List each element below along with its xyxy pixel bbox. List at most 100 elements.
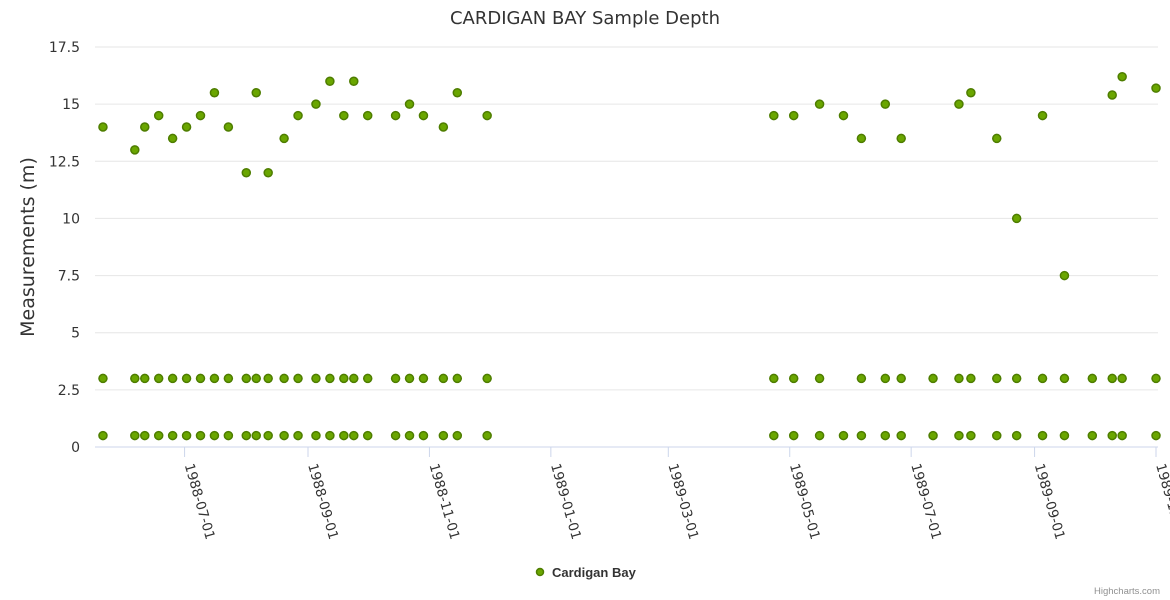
data-point[interactable] [293,430,303,441]
data-point[interactable] [896,133,906,144]
data-point[interactable] [856,430,867,441]
data-point[interactable] [279,373,289,384]
data-point[interactable] [130,430,140,441]
data-point[interactable] [390,430,401,441]
data-point[interactable] [1087,430,1098,441]
data-point[interactable] [1087,373,1098,384]
data-point[interactable] [928,373,938,384]
data-point[interactable] [992,133,1002,144]
data-point[interactable] [992,373,1002,384]
data-point[interactable] [966,430,976,441]
data-point[interactable] [418,110,429,121]
data-point[interactable] [349,76,359,87]
data-point[interactable] [438,122,449,132]
data-point[interactable] [1059,430,1070,441]
data-point[interactable] [311,99,321,109]
data-point[interactable] [1059,373,1070,384]
data-point[interactable] [209,373,220,384]
data-point[interactable] [769,430,779,441]
data-point[interactable] [362,373,373,384]
data-point[interactable] [1059,270,1070,281]
data-point[interactable] [181,122,192,132]
data-point[interactable] [896,430,906,441]
data-point[interactable] [1117,430,1127,441]
data-point[interactable] [438,373,449,384]
data-point[interactable] [339,430,349,441]
data-point[interactable] [838,430,849,441]
data-point[interactable] [311,430,321,441]
data-point[interactable] [279,430,289,441]
data-point[interactable] [251,373,261,384]
data-point[interactable] [1151,373,1161,384]
data-point[interactable] [1107,430,1117,441]
data-point[interactable] [167,373,178,384]
data-point[interactable] [418,430,429,441]
data-point[interactable] [223,430,234,441]
data-point[interactable] [98,430,108,441]
data-point[interactable] [769,110,779,121]
data-point[interactable] [452,430,463,441]
data-point[interactable] [390,373,401,384]
data-point[interactable] [788,373,799,384]
data-point[interactable] [263,373,273,384]
data-point[interactable] [325,76,335,87]
data-point[interactable] [241,167,252,178]
data-point[interactable] [1107,373,1117,384]
data-point[interactable] [880,430,891,441]
data-point[interactable] [167,133,178,144]
data-point[interactable] [339,373,349,384]
data-point[interactable] [140,373,150,384]
data-point[interactable] [966,87,976,98]
data-point[interactable] [263,430,273,441]
data-point[interactable] [1151,83,1161,93]
data-point[interactable] [153,110,164,121]
data-point[interactable] [966,373,976,384]
data-point[interactable] [181,373,192,384]
data-point[interactable] [195,110,206,121]
data-point[interactable] [209,87,220,98]
data-point[interactable] [404,99,415,109]
data-point[interactable] [438,430,449,441]
data-point[interactable] [1151,430,1161,441]
data-point[interactable] [418,373,429,384]
data-point[interactable] [880,373,891,384]
credits-link[interactable]: Highcharts.com [1094,586,1160,597]
data-point[interactable] [482,110,492,121]
data-point[interactable] [362,430,373,441]
data-point[interactable] [954,373,964,384]
data-point[interactable] [251,430,261,441]
data-point[interactable] [223,373,234,384]
data-point[interactable] [130,373,140,384]
data-point[interactable] [339,110,349,121]
data-point[interactable] [1037,110,1048,121]
data-point[interactable] [251,87,261,98]
data-point[interactable] [311,373,321,384]
data-point[interactable] [404,373,415,384]
data-point[interactable] [1117,71,1127,82]
data-point[interactable] [195,373,206,384]
data-point[interactable] [279,133,289,144]
data-point[interactable] [263,167,273,178]
data-point[interactable] [195,430,206,441]
legend[interactable]: Cardigan Bay [535,565,637,580]
data-point[interactable] [98,122,108,132]
data-point[interactable] [1107,90,1117,100]
data-point[interactable] [452,87,463,98]
data-point[interactable] [769,373,779,384]
data-point[interactable] [1037,373,1048,384]
data-point[interactable] [167,430,178,441]
data-point[interactable] [788,110,799,121]
data-point[interactable] [856,133,867,144]
data-point[interactable] [223,122,234,132]
data-point[interactable] [140,122,150,132]
data-point[interactable] [241,430,252,441]
data-point[interactable] [241,373,252,384]
data-point[interactable] [814,99,825,109]
data-point[interactable] [140,430,150,441]
data-point[interactable] [293,373,303,384]
data-point[interactable] [181,430,192,441]
data-point[interactable] [349,373,359,384]
data-point[interactable] [130,145,140,155]
data-point[interactable] [896,373,906,384]
data-point[interactable] [954,430,964,441]
